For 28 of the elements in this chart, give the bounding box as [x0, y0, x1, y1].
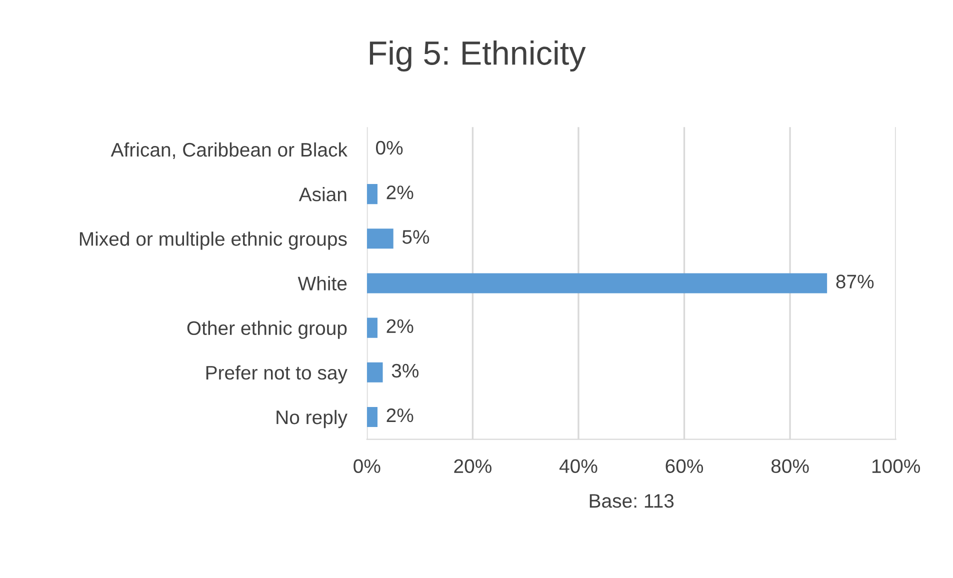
- bar: [366, 362, 383, 382]
- bar: [366, 406, 378, 428]
- y-tick-label: White: [298, 276, 347, 290]
- chart-title: Fig 5: Ethnicity: [370, 40, 586, 72]
- x-tick-label: 100%: [872, 459, 920, 474]
- bar: [366, 273, 828, 294]
- bar: [366, 184, 378, 204]
- data-label: 2%: [386, 319, 414, 333]
- x-tick-label: 80%: [771, 459, 809, 474]
- y-tick-label: African, Caribbean or Black: [110, 142, 348, 159]
- y-tick-label: Mixed or multiple ethnic groups: [80, 232, 347, 250]
- data-label: 2%: [386, 408, 414, 422]
- y-tick-label: Other ethnic group: [187, 320, 347, 339]
- y-tick-label: No reply: [276, 410, 348, 428]
- x-tick-label: 20%: [454, 459, 492, 474]
- y-tick-label: Asian: [298, 186, 346, 202]
- data-label: 3%: [392, 364, 419, 378]
- x-tick-label: 40%: [559, 459, 598, 474]
- x-tick-label: 60%: [666, 459, 704, 474]
- data-label: 5%: [402, 230, 430, 244]
- y-tick-label: Prefer not to say: [206, 365, 348, 384]
- data-label: 2%: [386, 185, 414, 200]
- data-label: 0%: [376, 140, 403, 155]
- bar: [366, 228, 394, 249]
- x-tick-label: 0%: [354, 459, 380, 474]
- bar: [366, 318, 378, 338]
- x-axis-title: Base: 113: [590, 494, 674, 508]
- data-label: 87%: [836, 274, 874, 288]
